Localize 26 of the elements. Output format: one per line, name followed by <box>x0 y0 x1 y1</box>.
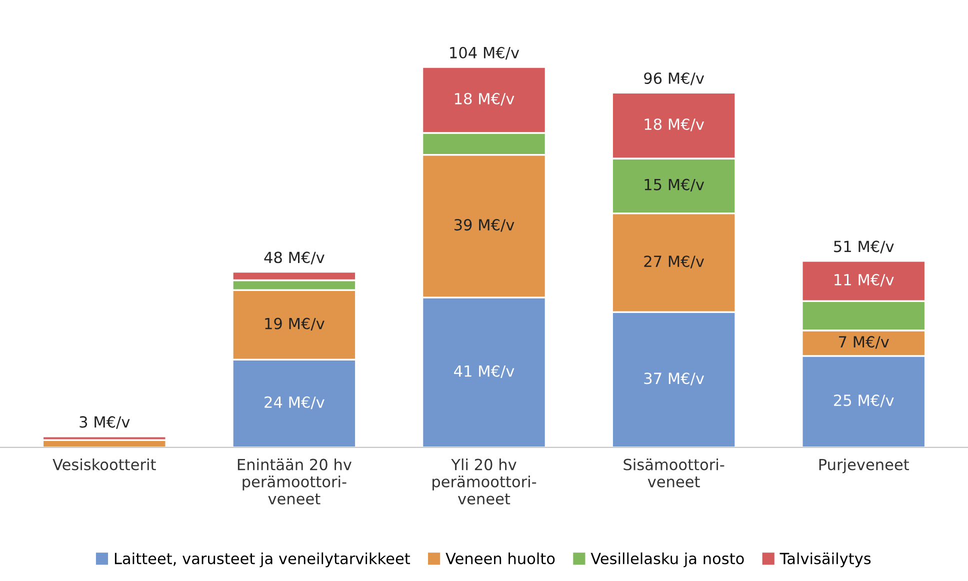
data-label: 18 M€/v <box>644 118 704 132</box>
total-label: 51 M€/v <box>834 240 894 254</box>
x-tick-label: Purjeveneet <box>819 458 909 474</box>
data-label: 39 M€/v <box>454 219 514 232</box>
data-label: 27 M€/v <box>644 256 704 268</box>
x-tick-label: Vesiskootterit <box>52 458 156 470</box>
data-label: 25 M€/v <box>834 394 894 408</box>
data-label: 41 M€/v <box>454 365 514 378</box>
total-label: 3 M€/v <box>80 416 130 429</box>
total-label: 48 M€/v <box>264 252 324 264</box>
data-label: 15 M€/v <box>644 178 704 192</box>
data-label: 24 M€/v <box>264 396 324 410</box>
data-label: 37 M€/v <box>644 372 704 386</box>
x-tick-label: Sisämoottori- veneet <box>624 458 724 488</box>
data-label: 18 M€/v <box>454 92 514 106</box>
data-label: 11 M€/v <box>834 274 894 287</box>
legend-label: Laitteet, varusteet ja veneilytarvikkeet <box>114 552 410 568</box>
x-tick-label: Enintään 20 hv perämoottori- veneet <box>238 458 352 505</box>
data-label: 7 M€/v <box>839 336 889 349</box>
total-label: 104 M€/v <box>450 46 520 60</box>
x-tick-label: Yli 20 hv perämoottori- veneet <box>432 458 536 505</box>
legend-label: Veneen huolto <box>446 552 555 564</box>
data-label: 19 M€/v <box>265 318 324 331</box>
legend-label: Talvisäilytys <box>780 552 871 568</box>
legend-label: Vesillelasku ja nosto <box>590 552 744 568</box>
total-label: 96 M€/v <box>644 72 704 86</box>
